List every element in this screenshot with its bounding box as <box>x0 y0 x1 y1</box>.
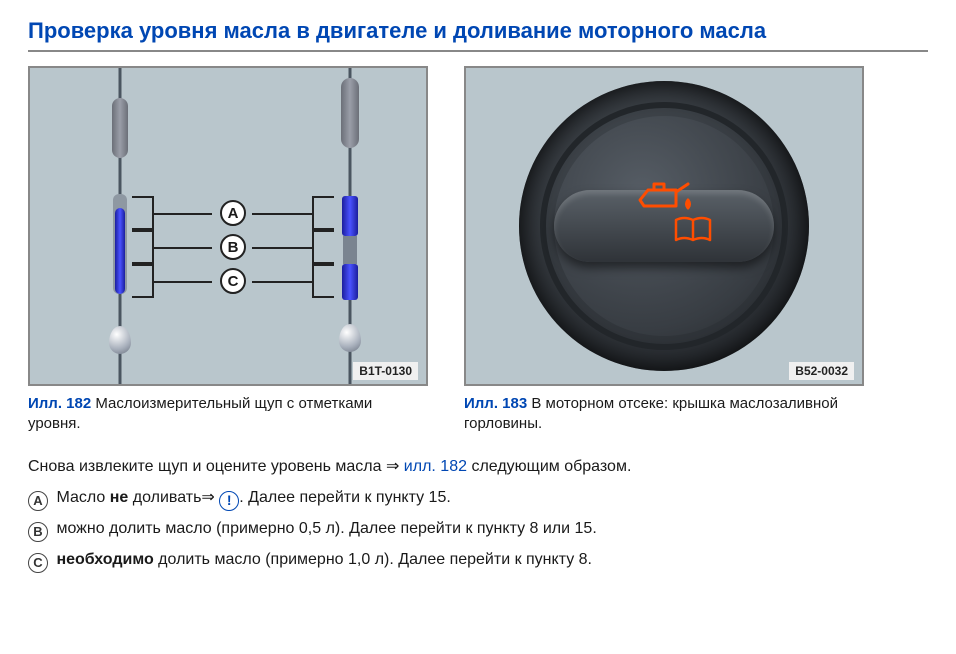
zone-bracket <box>132 196 154 230</box>
leader-line <box>252 247 312 249</box>
ill-ref: илл. 182 <box>404 458 467 475</box>
zone-bracket <box>312 196 334 230</box>
zone-bracket <box>312 230 334 264</box>
panel-code: B52-0032 <box>789 362 854 380</box>
zone-bracket <box>312 264 334 298</box>
item-a: A Масло не доливать⇒ !. Далее перейти к … <box>28 486 928 511</box>
ill-number: Илл. 182 <box>28 395 91 412</box>
item-c: C необходимо долить масло (примерно 1,0 … <box>28 548 928 573</box>
level-mark-a: A <box>220 200 246 226</box>
letter-badge: A <box>28 491 48 511</box>
oil-can-icon <box>634 176 694 216</box>
warning-icon: ! <box>219 491 239 511</box>
figure-right: B52-0032 Илл. 183 В моторном отсеке: кры… <box>464 66 864 433</box>
title-rule <box>28 50 928 52</box>
level-mark-c: C <box>220 268 246 294</box>
leader-line <box>154 281 212 283</box>
figure-left: A B C B1T-0130 Илл. 182 Маслоизмерительн… <box>28 66 428 433</box>
letter-badge: C <box>28 553 48 573</box>
leader-line <box>252 213 312 215</box>
oilcap-panel: B52-0032 <box>464 66 864 386</box>
dipstick-right <box>330 68 370 386</box>
figure-right-caption: Илл. 183 В моторном отсеке: крышка масло… <box>464 394 864 433</box>
intro-line: Снова извлеките щуп и оцените уровень ма… <box>28 455 928 480</box>
body-text: Снова извлеките щуп и оцените уровень ма… <box>28 455 928 573</box>
leader-line <box>154 247 212 249</box>
figures-row: A B C B1T-0130 Илл. 182 Маслоизмерительн… <box>28 66 928 433</box>
zone-bracket <box>132 264 154 298</box>
panel-code: B1T-0130 <box>353 362 418 380</box>
figure-left-caption: Илл. 182 Маслоизмерительный щуп с отметк… <box>28 394 428 433</box>
level-mark-b: B <box>220 234 246 260</box>
zone-bracket <box>132 230 154 264</box>
letter-badge: B <box>28 522 48 542</box>
oil-cap <box>519 81 809 371</box>
page-title: Проверка уровня масла в двигателе и доли… <box>28 18 928 44</box>
leader-line <box>154 213 212 215</box>
item-b: B можно долить масло (примерно 0,5 л). Д… <box>28 517 928 542</box>
dipstick-panel: A B C B1T-0130 <box>28 66 428 386</box>
manual-icon <box>672 214 714 246</box>
ill-number: Илл. 183 <box>464 395 527 412</box>
leader-line <box>252 281 312 283</box>
